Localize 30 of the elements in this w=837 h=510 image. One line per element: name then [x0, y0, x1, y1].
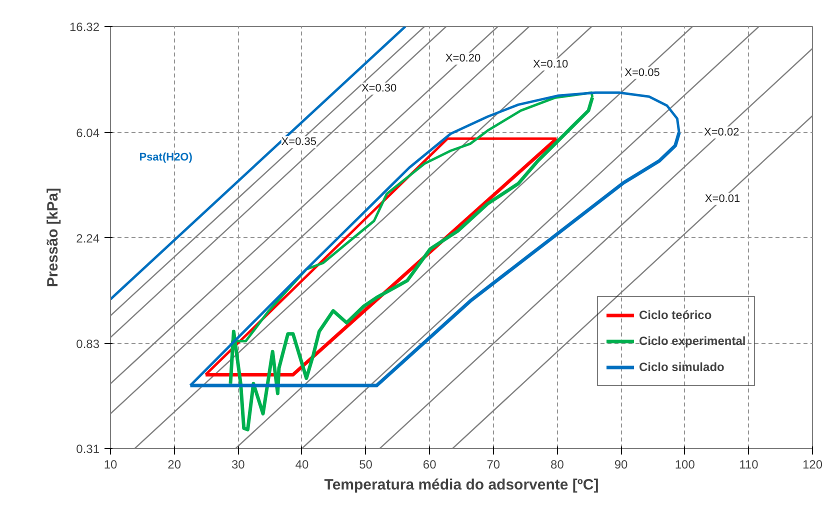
annotation: X=0.30 — [361, 82, 397, 95]
x-tick-label: 10 — [104, 458, 118, 472]
x-tick-label: 80 — [550, 458, 564, 472]
annotation: X=0.20 — [445, 52, 481, 65]
annotation: X=0.10 — [532, 58, 568, 70]
legend-label: Ciclo teórico — [639, 308, 712, 322]
annotation: X=0.05 — [624, 66, 660, 79]
annotation: X=0.35 — [281, 136, 316, 148]
x-tick-label: 70 — [486, 458, 500, 472]
x-axis-title: Temperatura média do adsorvente [ºC] — [324, 476, 599, 494]
x-tick-label: 30 — [231, 458, 246, 472]
legend-label: Ciclo experimental — [639, 334, 746, 348]
x-tick-label: 20 — [168, 458, 182, 472]
annotation: X=0.02 — [704, 126, 740, 139]
x-tick-label: 50 — [359, 458, 373, 472]
legend-label: Ciclo simulado — [639, 360, 724, 374]
x-tick-label: 60 — [422, 458, 437, 472]
x-tick-label: 100 — [674, 458, 696, 472]
y-tick-label: 6.04 — [76, 126, 100, 140]
x-tick-label: 110 — [739, 458, 759, 472]
x-tick-label: 40 — [295, 458, 309, 472]
y-tick-label: 0.83 — [76, 337, 100, 352]
annotation: X=0.01 — [704, 192, 740, 205]
x-tick-label: 120 — [802, 458, 823, 472]
y-tick-label: 16.32 — [69, 20, 100, 34]
y-axis-title: Pressão [kPa] — [44, 188, 62, 288]
y-tick-label: 0.31 — [76, 442, 100, 456]
y-tick-label: 2.24 — [76, 231, 100, 246]
x-tick-label: 90 — [614, 458, 628, 472]
annotation: Psat(H2O) — [139, 151, 193, 164]
